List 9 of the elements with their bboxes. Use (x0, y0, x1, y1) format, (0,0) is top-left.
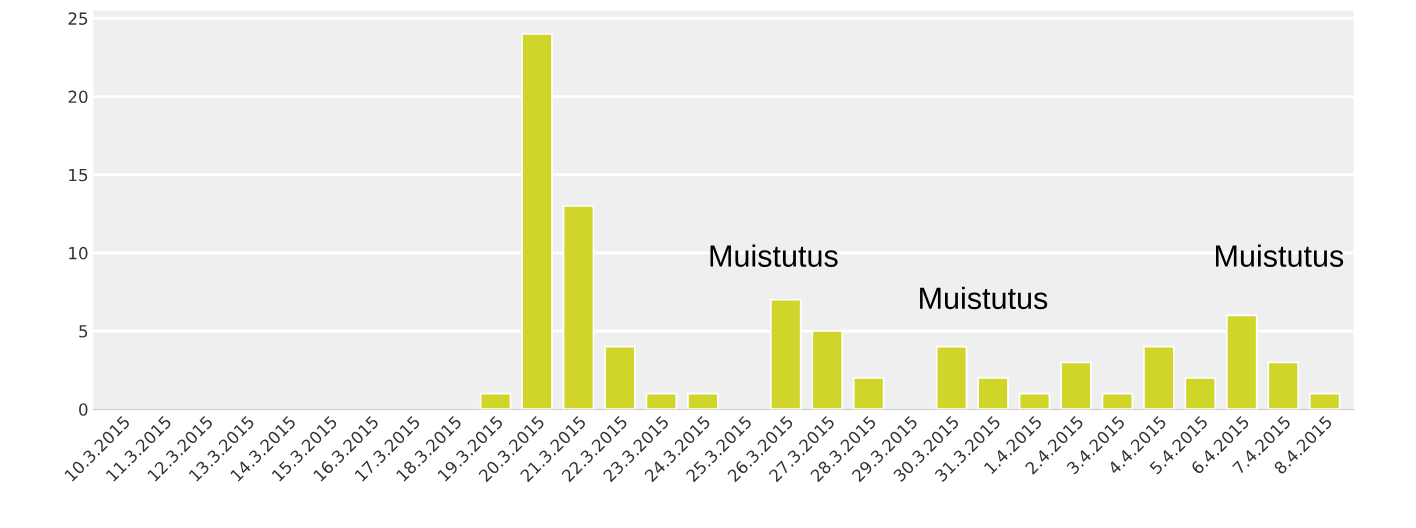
y-tick-label: 20 (68, 90, 88, 104)
y-tick-label: 10 (69, 246, 88, 260)
annotation: Muistutus (710, 244, 838, 267)
y-tick-label: 0 (79, 403, 88, 416)
annotation: Muistutus (1216, 244, 1344, 267)
annotation: Muistutus (920, 286, 1048, 310)
y-tick-label: 5 (79, 325, 88, 338)
y-tick-label: 25 (68, 12, 88, 25)
y-tick-label: 15 (69, 168, 88, 182)
